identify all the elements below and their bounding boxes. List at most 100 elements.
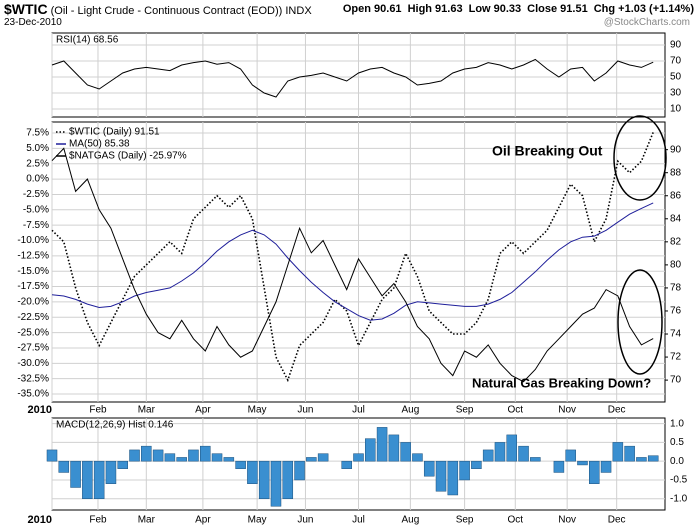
y-tick-label: 0.0% [26,174,49,185]
bar [530,457,541,462]
y-tick-label: -12.5% [17,251,49,262]
date: 23-Dec-2010 [4,17,62,28]
bar [388,434,400,462]
bar [199,445,211,462]
legend-label: $WTIC (Daily) 91.51 [69,127,160,138]
quote-item: Low 90.33 [468,3,522,15]
y2-tick-label: 90 [670,144,682,155]
bar [624,445,635,462]
y-tick-label: -20.0% [17,297,49,308]
bar [46,449,58,462]
x-tick-label: Oct [508,515,524,526]
x-tick-label: Nov [558,515,576,526]
bar [400,442,411,462]
bar [471,460,482,469]
highlight-ellipse [613,115,667,201]
y2-tick-label: 84 [670,213,682,224]
bar [258,460,270,499]
series-line [51,58,654,98]
description: (Oil - Light Crude - Continuous Contract… [50,5,283,17]
bar [376,427,388,462]
series-line [51,147,654,383]
bar [353,453,364,462]
bar [435,460,447,492]
bar [282,460,294,499]
y2-tick-label: 82 [670,236,682,247]
y-tick-label: -17.5% [17,281,49,292]
bar [494,442,506,462]
y-tick-label: -27.5% [17,343,49,354]
y-tick-label: 30 [670,88,682,99]
y-tick-label: 50 [670,72,682,83]
y-tick-label: 5.0% [26,143,49,154]
quote-item: Open 90.61 [342,3,402,15]
bar [482,449,494,462]
y-tick-label: 10 [670,104,682,115]
y2-tick-label: 80 [670,260,682,271]
x-tick-label: Feb [89,405,107,416]
y-tick-label: -5.0% [23,204,49,215]
y-tick-label: -2.5% [23,189,49,200]
series-line [51,131,654,383]
bar [553,460,565,473]
y-tick-label: -35.0% [17,389,49,400]
x-tick-label: Mar [138,405,156,416]
x-tick-label: Nov [558,405,576,416]
bar [176,457,187,462]
quote-item: High 91.63 [407,3,463,15]
y-tick-label: 90 [670,40,682,51]
panel-label: MACD(12,26,9) Hist 0.146 [56,420,174,431]
y-tick-label: 0.0 [670,456,684,467]
bar [341,460,352,469]
y2-tick-label: 78 [670,283,682,294]
bar [612,442,624,462]
x-tick-label: Jul [352,405,365,416]
bar [636,457,647,462]
x-tick-label: Dec [608,405,626,416]
bar [58,460,70,473]
bar [589,460,600,484]
y-tick-label: 7.5% [26,128,49,139]
bar [412,453,423,462]
y-tick-label: -22.5% [17,312,49,323]
bar [518,445,529,462]
annotation: Natural Gas Breaking Down? [472,375,651,390]
x-tick-label: 2010 [28,514,52,526]
y2-tick-label: 70 [670,375,682,386]
y-tick-label: 2.5% [26,158,49,169]
x-tick-label: May [248,515,267,526]
symbol: $WTIC [4,1,48,17]
x-tick-label: Dec [608,515,626,526]
exchange: INDX [285,5,312,17]
highlight-ellipse [617,269,663,375]
x-tick-label: 2010 [28,404,52,416]
x-tick-label: May [248,405,267,416]
bar [459,460,470,481]
x-tick-label: Apr [195,405,211,416]
quote: Open 90.61 High 91.63 Low 90.33 Close 91.51… [343,3,694,15]
bar [506,434,518,462]
legend-label: MA(50) 85.38 [69,139,130,150]
bar [447,460,459,496]
y-tick-label: -10.0% [17,235,49,246]
y-tick-label: 0.5 [670,437,684,448]
y2-tick-label: 86 [670,190,682,201]
bar [117,460,128,469]
bar [188,449,199,462]
watermark: @StockCharts.com [603,17,690,28]
bar [306,457,317,462]
bar [223,457,235,462]
y2-tick-label: 74 [670,329,682,340]
x-tick-label: Jul [352,515,365,526]
y-tick-label: 70 [670,56,682,67]
header: $WTIC (Oil - Light Crude - Continuous Co… [4,1,694,28]
series-line [51,202,654,321]
y-tick-label: -0.5 [670,475,688,486]
bar [365,438,376,462]
x-tick-label: Sep [456,405,474,416]
annotation: Oil Breaking Out [492,143,603,159]
y-tick-label: -32.5% [17,373,49,384]
bar [82,460,93,499]
